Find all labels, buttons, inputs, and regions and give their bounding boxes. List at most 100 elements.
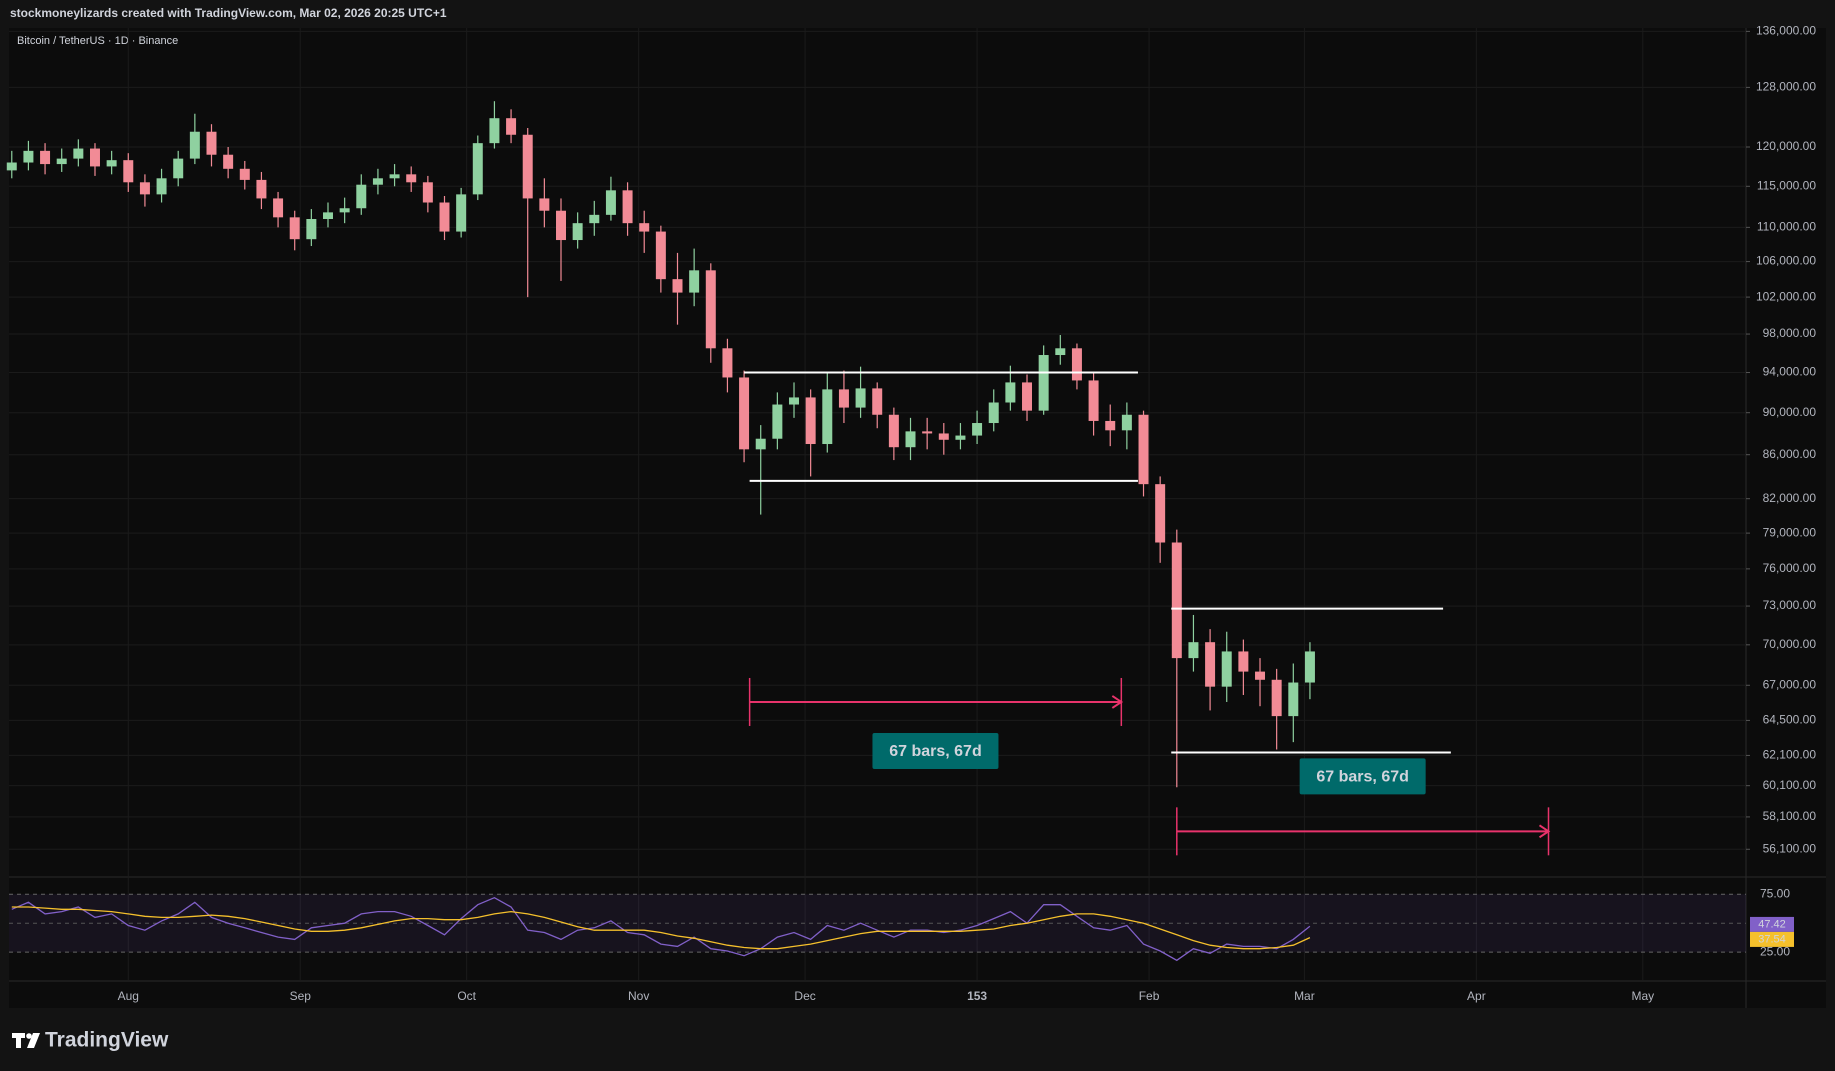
candle-body (489, 118, 500, 144)
candle-body (938, 433, 949, 440)
candle-body (705, 270, 716, 349)
value-badge (1750, 931, 1794, 947)
candle-body (223, 154, 234, 169)
candle-body (1005, 382, 1016, 403)
rsi-ma-line (11, 906, 1311, 950)
y-tick-label: 120,000.00 (1756, 139, 1816, 153)
candle-body (106, 160, 117, 167)
candle-body (1221, 651, 1232, 687)
candle-body (955, 435, 966, 440)
range-label: 67 bars, 67d (872, 732, 999, 769)
candle-body (306, 219, 317, 240)
candle-body (289, 217, 300, 240)
x-tick-label: Aug (118, 989, 139, 1003)
candle-body (1138, 414, 1149, 485)
candle-body (789, 397, 799, 405)
candle-body (1088, 380, 1099, 421)
y-tick-label: 106,000.00 (1756, 254, 1816, 268)
candle-body (622, 190, 633, 224)
candle-body (655, 231, 666, 280)
candle-body (689, 270, 700, 293)
y-tick-label: 79,000.00 (1763, 525, 1817, 539)
candle-body (506, 118, 517, 135)
candle-body (173, 158, 184, 179)
candle-body (439, 202, 450, 232)
y-tick-label: 136,000.00 (1756, 24, 1816, 38)
y-tick-label: 90,000.00 (1763, 405, 1817, 419)
y-tick-label: 102,000.00 (1756, 289, 1816, 303)
x-tick-label: Nov (628, 989, 649, 1003)
x-tick-label: May (1631, 989, 1654, 1003)
rsi-ma-value: 37.54 (1758, 933, 1786, 945)
candle-body (372, 178, 383, 185)
candle-body (40, 150, 51, 165)
candle-body (239, 168, 250, 180)
y-tick-label: 76,000.00 (1763, 561, 1817, 575)
candle-body (339, 208, 350, 213)
y-tick-label: 56,100.00 (1763, 841, 1817, 855)
range-label-text: 67 bars, 67d (889, 743, 982, 760)
candle-body (905, 431, 916, 448)
rsi-value: 47.42 (1758, 918, 1786, 930)
candle-body (1038, 355, 1049, 411)
candle-body (156, 178, 167, 195)
candle-body (6, 162, 17, 171)
candle-body (206, 131, 217, 155)
brand-logo: TradingView (12, 1029, 169, 1052)
x-tick-label: 153 (967, 989, 987, 1003)
y-tick-label: 86,000.00 (1763, 447, 1817, 461)
header: stockmoneylizards created with TradingVi… (10, 6, 447, 20)
y-tick-label: 58,100.00 (1763, 809, 1817, 823)
candle-body (1155, 484, 1166, 543)
candle-body (888, 414, 899, 448)
x-tick-label: Dec (794, 989, 815, 1003)
candle-body (522, 134, 533, 199)
candle-body (972, 423, 983, 436)
y-tick-label: 73,000.00 (1763, 598, 1817, 612)
candle-body (855, 388, 866, 408)
chart-title: Bitcoin / TetherUS · 1D · Binance (17, 35, 178, 47)
candle-body (739, 377, 750, 450)
candle-body (1205, 642, 1216, 687)
arrow-head (1538, 824, 1551, 839)
candle-body (572, 223, 583, 241)
candle-body (139, 182, 150, 195)
candle-body (1071, 348, 1082, 381)
arrow-head (1111, 695, 1124, 709)
x-tick-label: Oct (457, 989, 476, 1003)
value-badge (1750, 916, 1794, 932)
range-label-text: 67 bars, 67d (1316, 769, 1409, 786)
rsi-tick-label: 75.00 (1760, 886, 1790, 900)
candle-body (805, 397, 816, 445)
y-tick-label: 128,000.00 (1756, 80, 1816, 94)
logo-part (16, 1033, 21, 1048)
candle-body (389, 174, 400, 179)
rsi-tick-label: 25.00 (1760, 944, 1790, 958)
candle-body (639, 223, 650, 232)
brand: TradingView (45, 1029, 169, 1052)
candle-body (1255, 671, 1266, 680)
candle-body (872, 388, 883, 415)
candle-body (89, 148, 100, 167)
x-tick-label: Feb (1139, 989, 1160, 1003)
candle-body (23, 150, 34, 163)
candle-body (256, 179, 267, 199)
y-tick-label: 60,100.00 (1763, 778, 1817, 792)
candle-body (456, 194, 467, 232)
candle-body (472, 143, 483, 195)
x-tick-label: Apr (1467, 989, 1486, 1003)
logo-part (27, 1033, 40, 1048)
y-tick-label: 110,000.00 (1757, 220, 1816, 234)
range-label-box (872, 732, 999, 769)
range-label: 67 bars, 67d (1299, 758, 1426, 795)
x-tick-label: Mar (1294, 989, 1315, 1003)
range-label-box (1299, 758, 1426, 795)
candle-body (56, 158, 67, 165)
rsi-line (11, 896, 1311, 962)
candle-body (1121, 414, 1132, 431)
candle-body (589, 214, 600, 224)
candle-body (988, 402, 999, 424)
chart-area (9, 28, 1826, 1008)
